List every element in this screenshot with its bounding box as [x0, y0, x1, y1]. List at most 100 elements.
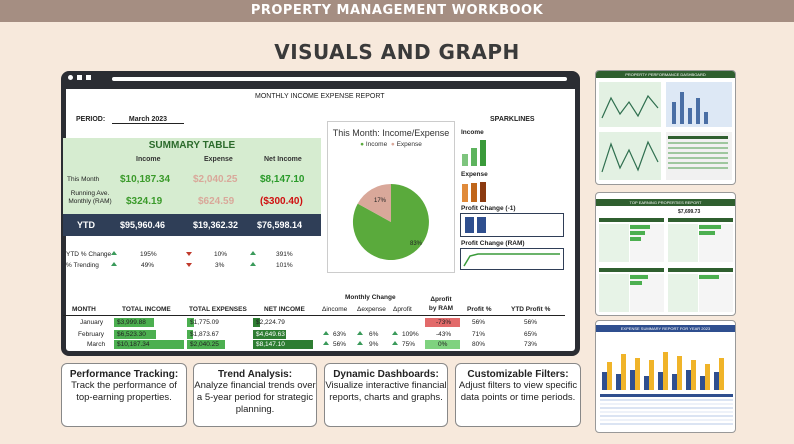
row-dram: 0%: [438, 341, 448, 348]
up-arrow-icon: [250, 262, 256, 266]
card-performance-tracking: Performance Tracking: Track the performa…: [61, 363, 187, 427]
up-arrow-icon: [323, 341, 329, 345]
summary-table: [63, 138, 321, 214]
expense-pct-label: 17%: [374, 198, 387, 204]
row-ytd: 56%: [524, 319, 538, 326]
row-dinc: 63%: [333, 331, 347, 338]
income-slice: [352, 184, 429, 260]
card-dynamic-dashboards: Dynamic Dashboards: Visualize interactiv…: [324, 363, 448, 427]
trending-expense: 3%: [215, 262, 225, 269]
card-desc: Analyze financial trends over a 5-year p…: [194, 380, 316, 415]
up-arrow-icon: [323, 331, 329, 335]
ytd-change-label: YTD % Change: [66, 251, 112, 258]
this-month-expense: $2,040.25: [193, 174, 238, 185]
spark-income-label: Income: [461, 129, 484, 136]
up-arrow-icon: [111, 262, 117, 266]
row-this-month: This Month: [67, 176, 100, 183]
trending-label: % Trending: [66, 262, 99, 269]
row-dexp: 6%: [369, 331, 379, 338]
period-select[interactable]: March 2023: [112, 116, 184, 124]
net-bar: [253, 340, 313, 349]
row-profit: 80%: [472, 341, 486, 348]
row-profit: 56%: [472, 319, 486, 326]
row-running: Running Ave. Monthly (RAM): [68, 190, 112, 205]
row-profit: 71%: [472, 331, 486, 338]
running-net: ($300.40): [260, 196, 303, 207]
dashboard-thumbnail-3[interactable]: EXPENSE SUMMARY REPORT FOR YEAR 2023: [595, 320, 736, 433]
col-income: Income: [136, 156, 161, 163]
ytd-net: $76,598.14: [257, 220, 303, 230]
row-expenses: $1,775.09: [190, 319, 219, 326]
card-desc: Adjust filters to view specific data poi…: [458, 380, 578, 403]
spark-profit-ram: [460, 248, 564, 270]
row-month: February: [78, 331, 105, 338]
card-trend-analysis: Trend Analysis: Analyze financial trends…: [193, 363, 317, 427]
running-expense: $624.59: [198, 196, 235, 207]
row-dram: -73%: [436, 319, 452, 326]
income-bar: [114, 318, 154, 327]
spark-income: [462, 140, 486, 166]
dashboard-thumbnail-2[interactable]: TOP EARNING PROPERTIES REPORT $7,699.73: [595, 192, 736, 316]
hdr-net-income: NET INCOME: [264, 306, 305, 313]
row-net: $4,649.63: [256, 331, 285, 338]
expense-bar: [187, 318, 194, 327]
row-dram: -43%: [436, 331, 452, 338]
hdr-dprofit-ram: Δprofit by RAM: [428, 296, 454, 312]
address-bar: [112, 77, 567, 81]
table-divider: [63, 315, 565, 316]
spark-expense-label: Expense: [461, 171, 488, 178]
up-arrow-icon: [392, 341, 398, 345]
row-ytd: 73%: [524, 341, 538, 348]
thumb2-title: TOP EARNING PROPERTIES REPORT: [596, 199, 735, 206]
down-arrow-icon: [186, 252, 192, 256]
income-pct-label: 83%: [410, 241, 423, 247]
page-title: VISUALS AND GRAPH: [274, 40, 520, 64]
trending-income: 49%: [141, 262, 155, 269]
up-arrow-icon: [357, 331, 363, 335]
down-arrow-icon: [186, 263, 192, 267]
monthly-change-header: Monthly Change: [345, 294, 396, 301]
thumb2-value: $7,699.73: [678, 209, 701, 215]
spark-profit1-label: Profit Change (-1): [461, 205, 516, 212]
expense-bar: [187, 330, 193, 339]
hdr-dexpense: Δexpense: [357, 306, 386, 313]
pie-legend: ● Income ● Expense: [360, 141, 422, 148]
pie-title: This Month: Income/Expense: [332, 128, 450, 138]
row-expenses: $2,040.25: [190, 341, 219, 348]
income-bar: [114, 330, 156, 339]
legend-expense: Expense: [396, 141, 422, 148]
thumb1-charts: [599, 82, 732, 180]
spark-expense: [462, 182, 486, 202]
thumb3-chart: [600, 352, 733, 425]
ytd-change-expense: 10%: [214, 251, 228, 258]
row-income: $10,187.34: [117, 341, 150, 348]
card-desc: Track the performance of top-earning pro…: [71, 380, 177, 403]
thumb1-title: PROPERTY PERFORMANCE DASHBOARD: [596, 71, 735, 78]
window-controls: [68, 75, 91, 80]
row-month: March: [87, 341, 106, 348]
hdr-dincome: Δincome: [322, 306, 348, 313]
pie-svg: 83% 17%: [352, 183, 429, 260]
report-title: MONTHLY INCOME EXPENSE REPORT: [255, 93, 385, 100]
card-title: Performance Tracking:: [69, 369, 179, 380]
card-title: Trend Analysis:: [217, 369, 293, 380]
dram-cell: [425, 340, 460, 349]
row-income: $3,999.88: [117, 319, 146, 326]
card-customizable-filters: Customizable Filters: Adjust filters to …: [455, 363, 581, 427]
row-month: January: [80, 319, 104, 326]
ytd-income: $95,960.46: [120, 220, 166, 230]
ytd-change-income: 195%: [140, 251, 157, 258]
up-arrow-icon: [392, 331, 398, 335]
period-label: PERIOD:: [76, 116, 106, 123]
expense-bar: [187, 340, 225, 349]
dashboard-thumbnail-1[interactable]: PROPERTY PERFORMANCE DASHBOARD: [595, 70, 736, 185]
expense-slice: [357, 183, 391, 222]
card-title: Customizable Filters:: [467, 369, 569, 380]
this-month-income: $10,187.34: [120, 174, 171, 185]
trending-net: 101%: [276, 262, 293, 269]
thumb3-title: EXPENSE SUMMARY REPORT FOR YEAR 2023: [596, 325, 735, 332]
row-expenses: $1,873.67: [190, 331, 219, 338]
ytd-change-net: 391%: [276, 251, 293, 258]
net-bar: [253, 330, 286, 339]
net-bar: [253, 318, 260, 327]
